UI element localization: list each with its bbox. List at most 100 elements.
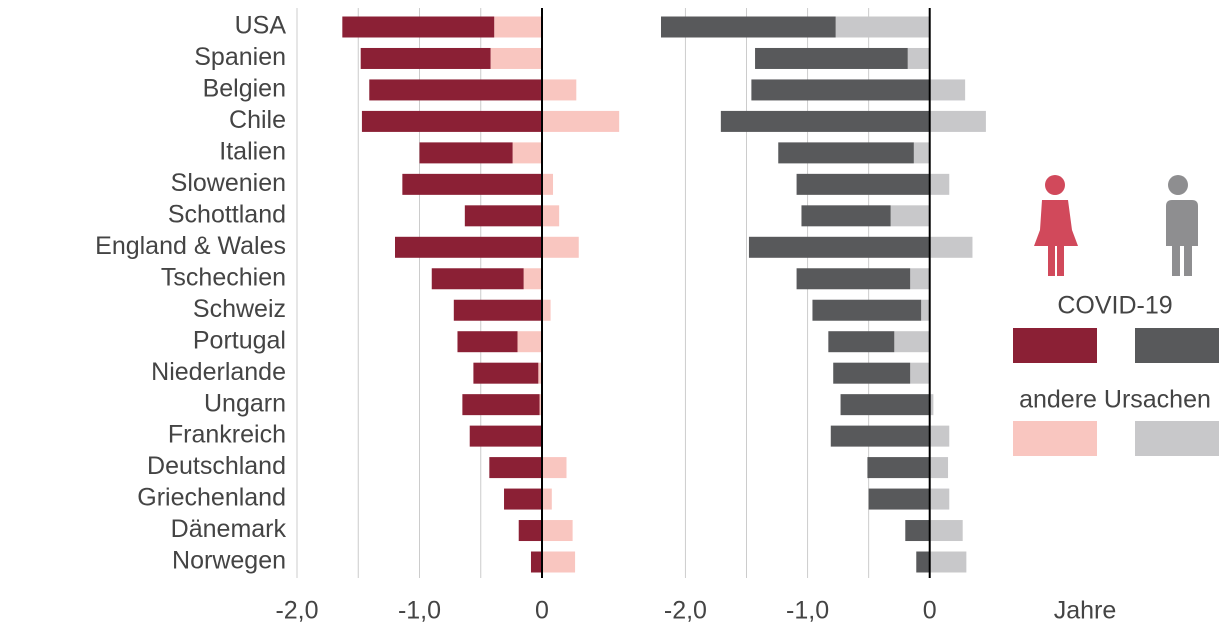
category-label: Italien: [219, 137, 286, 165]
category-label: Belgien: [203, 75, 286, 103]
bar-segment: [464, 205, 542, 227]
category-label: Norwegen: [172, 547, 286, 575]
bar-segment: [473, 362, 539, 384]
bar-segment: [542, 110, 620, 132]
bar-segment: [402, 173, 542, 195]
bar-segment: [796, 173, 930, 195]
bar-segment: [539, 394, 542, 416]
bar-segment: [542, 457, 567, 479]
bar-segment: [542, 79, 577, 101]
bar-segment: [921, 299, 930, 321]
male-icon: [1164, 175, 1198, 276]
bar-segment: [490, 47, 542, 69]
category-label: Dänemark: [171, 515, 287, 543]
category-label: Frankreich: [168, 421, 286, 449]
bar-segment: [542, 520, 573, 542]
bar-segment: [812, 299, 922, 321]
bar-segment: [542, 299, 551, 321]
x-tick-label: -2,0: [275, 597, 318, 625]
bar-segment: [457, 331, 518, 353]
bar-segment: [929, 236, 973, 258]
bar-segment: [929, 394, 934, 416]
category-label: Slowenien: [171, 169, 286, 197]
bar-segment: [748, 236, 930, 258]
bar-segment: [512, 142, 542, 164]
bar-segment: [929, 79, 966, 101]
bar-segment: [419, 142, 513, 164]
bar-segment: [828, 331, 895, 353]
x-axis-label: Jahre: [1054, 597, 1117, 625]
bar-segment: [342, 16, 495, 38]
bar-segment: [835, 16, 930, 38]
bar-segment: [905, 520, 930, 542]
bar-segment: [518, 520, 542, 542]
category-label: Portugal: [193, 326, 286, 354]
bar-segment: [929, 457, 949, 479]
bar-segment: [530, 551, 542, 573]
bar-segment: [494, 16, 542, 38]
category-label: USA: [235, 12, 287, 40]
category-label: England & Wales: [95, 232, 286, 260]
category-label: Schottland: [168, 200, 286, 228]
bar-segment: [504, 488, 542, 510]
category-label: Chile: [229, 106, 286, 134]
bar-segment: [755, 47, 908, 69]
bar-segment: [453, 299, 542, 321]
female-icon: [1034, 175, 1078, 276]
legend-swatch: [1135, 328, 1219, 363]
bar-segment: [929, 173, 950, 195]
bar-segment: [910, 362, 930, 384]
bar-segment: [361, 110, 542, 132]
bar-segment: [778, 142, 914, 164]
bar-segment: [360, 47, 491, 69]
bar-segment: [801, 205, 891, 227]
x-tick-label: -2,0: [664, 597, 707, 625]
bar-segment: [796, 268, 911, 290]
legend-swatch: [1013, 328, 1097, 363]
bar-segment: [929, 520, 963, 542]
legend-label: COVID-19: [1057, 292, 1172, 320]
legend-label: andere Ursachen: [1019, 386, 1211, 414]
x-tick-label: 0: [535, 597, 549, 625]
bar-segment: [542, 488, 552, 510]
bar-segment: [542, 173, 554, 195]
category-label: Schweiz: [193, 295, 286, 323]
bar-segment: [720, 110, 930, 132]
bar-segment: [929, 110, 986, 132]
bar-segment: [538, 362, 542, 384]
category-label: Deutschland: [147, 452, 286, 480]
bar-segment: [395, 236, 542, 258]
bar-segment: [431, 268, 524, 290]
x-tick-label: 0: [923, 597, 937, 625]
bar-segment: [542, 236, 579, 258]
bar-segment: [489, 457, 542, 479]
legend-swatch: [1013, 421, 1097, 456]
bar-segment: [517, 331, 542, 353]
bar-segment: [929, 488, 950, 510]
bar-segment: [867, 457, 930, 479]
bar-segment: [751, 79, 930, 101]
bar-segment: [868, 488, 930, 510]
category-label: Spanien: [194, 43, 286, 71]
bar-segment: [916, 551, 930, 573]
legend-swatch: [1135, 421, 1219, 456]
bar-segment: [542, 551, 576, 573]
bar-segment: [907, 47, 930, 69]
x-tick-label: -1,0: [398, 597, 441, 625]
bar-segment: [830, 425, 930, 447]
category-label: Niederlande: [151, 358, 286, 386]
bar-segment: [913, 142, 930, 164]
bar-segment: [840, 394, 930, 416]
bar-segment: [894, 331, 930, 353]
bar-segment: [523, 268, 542, 290]
bar-segment: [929, 425, 950, 447]
bar-segment: [542, 205, 560, 227]
bar-segment: [833, 362, 911, 384]
bar-segment: [661, 16, 836, 38]
category-label: Tschechien: [161, 263, 286, 291]
bar-segment: [890, 205, 930, 227]
bar-segment: [462, 394, 540, 416]
bar-segment: [910, 268, 930, 290]
bar-segment: [929, 551, 967, 573]
